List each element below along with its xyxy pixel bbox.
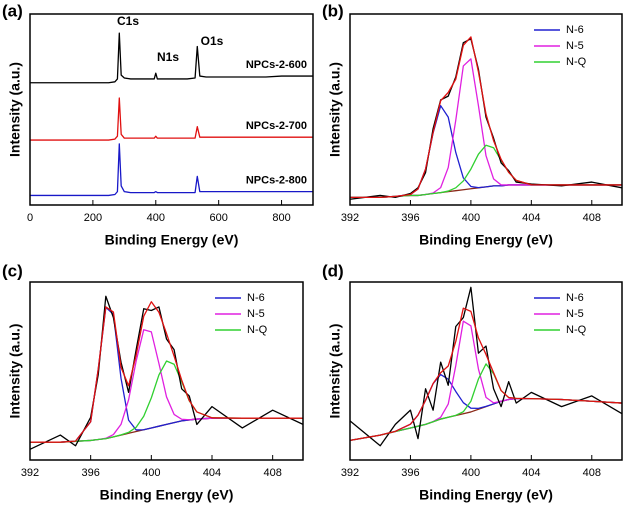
x-tick-label: 404 [203, 467, 221, 479]
series-line [349, 307, 623, 442]
x-tick-label: 404 [522, 212, 540, 224]
legend-label: N-Q [566, 56, 587, 68]
legend-label: N-6 [247, 292, 265, 304]
annotation: C1s [117, 14, 139, 28]
panel: (b) Binding Energy (eV) Intensity (a.u.) 39… [322, 1, 623, 248]
series-label: NPCs-2-600 [246, 59, 307, 71]
x-tick-label: 408 [583, 212, 601, 224]
x-tick-label: 400 [147, 212, 165, 224]
plot-frame [349, 281, 623, 461]
panel: (a) Binding Energy (eV) Intensity (a.u.) 0 2… [2, 1, 314, 248]
series-line [349, 286, 623, 447]
panel: (c) Binding Energy (eV) Intensity (a.u.) 39… [2, 261, 304, 503]
panel-label: (d) [322, 261, 344, 280]
panel-label: (c) [2, 261, 23, 280]
series-line [30, 97, 313, 141]
legend-label: N-5 [247, 308, 265, 320]
y-axis-label: Intensity (a.u.) [7, 62, 23, 157]
series-line [30, 329, 303, 443]
x-tick-label: 200 [84, 212, 102, 224]
x-axis-label: Binding Energy (eV) [105, 232, 239, 248]
series-line [349, 320, 623, 442]
series-line [30, 301, 303, 443]
x-tick-label: 400 [462, 212, 480, 224]
x-tick-label: 600 [209, 212, 227, 224]
legend-label: N-5 [566, 40, 584, 52]
series-line [30, 32, 313, 84]
plot-frame [29, 13, 314, 206]
panel-label: (b) [322, 1, 344, 20]
x-axis-label: Binding Energy (eV) [100, 487, 234, 503]
x-tick-label: 396 [81, 467, 99, 479]
x-axis-label: Binding Energy (eV) [419, 487, 553, 503]
plot-frame [349, 13, 623, 206]
x-tick-label: 404 [522, 467, 540, 479]
x-tick-label: 396 [401, 212, 419, 224]
x-tick-label: 400 [142, 467, 160, 479]
series-line [349, 363, 623, 442]
x-tick-label: 396 [401, 467, 419, 479]
legend-label: N-6 [566, 24, 584, 36]
x-tick-label: 408 [263, 467, 281, 479]
legend-label: N-Q [566, 324, 587, 336]
series-label: NPCs-2-700 [246, 120, 307, 132]
panel-label: (a) [2, 1, 23, 20]
legend-label: N-5 [566, 308, 584, 320]
series-line [30, 143, 313, 197]
series-label: NPCs-2-800 [246, 175, 307, 187]
legend-label: N-Q [247, 324, 268, 336]
x-tick-label: 392 [21, 467, 39, 479]
series-line [30, 360, 303, 443]
x-tick-label: 392 [341, 212, 359, 224]
series-line [30, 417, 303, 443]
plot-frame [29, 281, 304, 461]
legend-label: N-6 [566, 292, 584, 304]
x-axis-label: Binding Energy (eV) [419, 232, 553, 248]
x-tick-label: 392 [341, 467, 359, 479]
x-tick-label: 0 [27, 212, 33, 224]
annotation: O1s [201, 34, 224, 48]
y-axis-label: Intensity (a.u.) [7, 324, 23, 419]
x-tick-label: 400 [462, 467, 480, 479]
series-line [349, 397, 623, 442]
panel: (d) Binding Energy (eV) Intensity (a.u.) 39… [322, 261, 623, 503]
y-axis-label: Intensity (a.u.) [327, 324, 343, 419]
y-axis-label: Intensity (a.u.) [327, 62, 343, 157]
x-tick-label: 408 [583, 467, 601, 479]
series-line [350, 58, 622, 199]
series-line [350, 36, 622, 199]
annotation: N1s [157, 50, 179, 64]
x-tick-label: 800 [272, 212, 290, 224]
